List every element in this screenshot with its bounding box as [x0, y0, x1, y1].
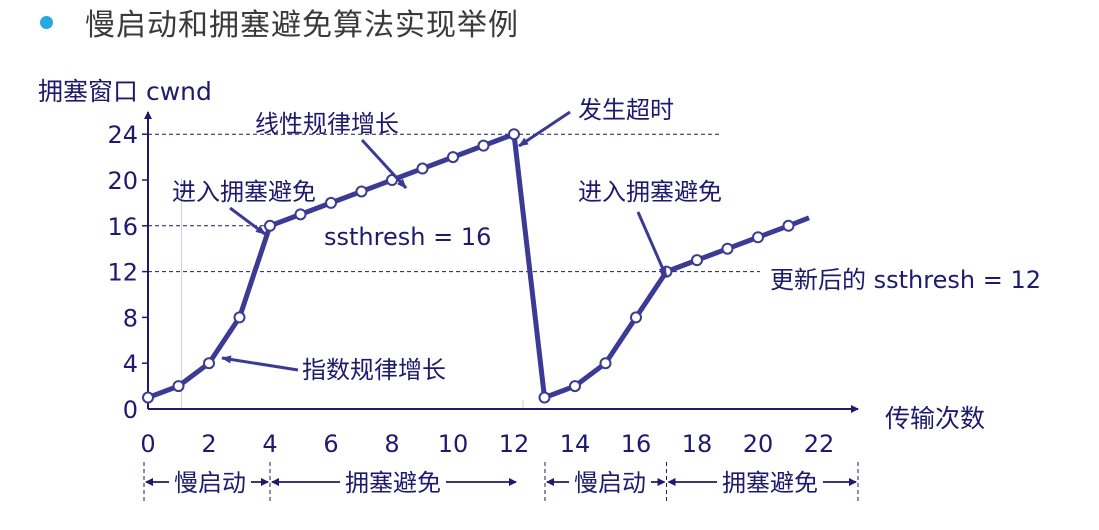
- annotation-timeout: 发生超时: [578, 96, 674, 124]
- phase-label-bg: [340, 468, 446, 496]
- x-tick-label: 16: [621, 430, 652, 458]
- y-tick-label: 20: [107, 167, 138, 195]
- x-tick-label: 14: [560, 430, 591, 458]
- x-axis-label: 传输次数: [885, 404, 985, 433]
- x-tick-label: 22: [804, 430, 835, 458]
- data-point: [691, 254, 703, 267]
- cwnd-series: [142, 128, 810, 404]
- arrow-enter-ca-2: [636, 211, 668, 277]
- slide-title: 慢启动和拥塞避免算法实现举例: [85, 8, 519, 43]
- phase-label-bg: [717, 468, 823, 496]
- data-point: [721, 242, 734, 255]
- x-tick-label: 12: [499, 430, 530, 458]
- data-point: [538, 391, 551, 404]
- x-tick-label: 4: [262, 430, 277, 458]
- data-point: [355, 185, 368, 198]
- x-tick-label: 6: [323, 430, 338, 458]
- x-tick-label: 18: [682, 430, 713, 458]
- y-tick-label: 0: [123, 396, 138, 424]
- phase-label-bg: [569, 468, 651, 496]
- data-point: [416, 162, 429, 175]
- phase-label: 慢启动: [574, 469, 646, 497]
- y-tick-label: 4: [123, 350, 138, 378]
- x-tick-label: 0: [140, 430, 155, 458]
- annotation-enter-ca-1: 进入拥塞避免: [172, 178, 316, 206]
- phase-bands: 慢启动 拥塞避免 慢启动 拥塞避免: [143, 462, 859, 502]
- y-tick-label: 24: [107, 121, 138, 149]
- arrow-exp-growth: [221, 355, 299, 372]
- axes: [144, 111, 859, 413]
- phase-label-bg: [169, 468, 251, 496]
- x-tick-label: 2: [201, 430, 216, 458]
- annotation-ssthresh-12: 更新后的 ssthresh = 12: [770, 266, 1041, 294]
- reference-lines: [148, 133, 760, 409]
- x-tick-label: 10: [438, 430, 469, 458]
- data-point: [599, 357, 612, 370]
- x-tick-label: 20: [743, 430, 774, 458]
- data-point: [569, 380, 581, 393]
- arrow-timeout: [518, 110, 571, 148]
- data-point: [294, 208, 307, 221]
- data-point: [508, 128, 520, 141]
- data-point: [172, 380, 185, 393]
- x-tick-label: 8: [384, 430, 399, 458]
- annotation-exp-growth: 指数规律增长: [302, 356, 446, 384]
- arrow-linear-growth: [360, 138, 408, 190]
- data-point: [233, 311, 246, 324]
- phase-label: 拥塞避免: [722, 469, 818, 497]
- arrow-enter-ca-1: [229, 206, 266, 236]
- y-tick-label: 8: [123, 304, 138, 332]
- data-point: [752, 231, 764, 244]
- data-point: [203, 357, 215, 370]
- data-point: [325, 196, 337, 209]
- annotation-enter-ca-2: 进入拥塞避免: [578, 178, 722, 206]
- data-point: [630, 311, 642, 324]
- phase-label: 拥塞避免: [345, 469, 441, 497]
- annotation-linear-growth: 线性规律增长: [255, 110, 399, 138]
- y-axis-label: 拥塞窗口 cwnd: [38, 77, 212, 106]
- data-point: [264, 219, 276, 232]
- y-tick-label: 12: [107, 259, 138, 287]
- series-segment-2: [543, 223, 790, 400]
- data-point: [782, 219, 795, 232]
- slide-title-row: 慢启动和拥塞避免算法实现举例: [40, 2, 519, 43]
- data-point: [142, 391, 154, 404]
- bullet-icon: [40, 15, 53, 29]
- annotation-ssthresh-16: ssthresh = 16: [324, 223, 491, 251]
- y-tick-label: 16: [107, 213, 138, 241]
- data-point: [447, 151, 459, 164]
- phase-label: 慢启动: [174, 469, 246, 497]
- data-point: [477, 139, 490, 152]
- timeout-drop-line: [511, 133, 547, 398]
